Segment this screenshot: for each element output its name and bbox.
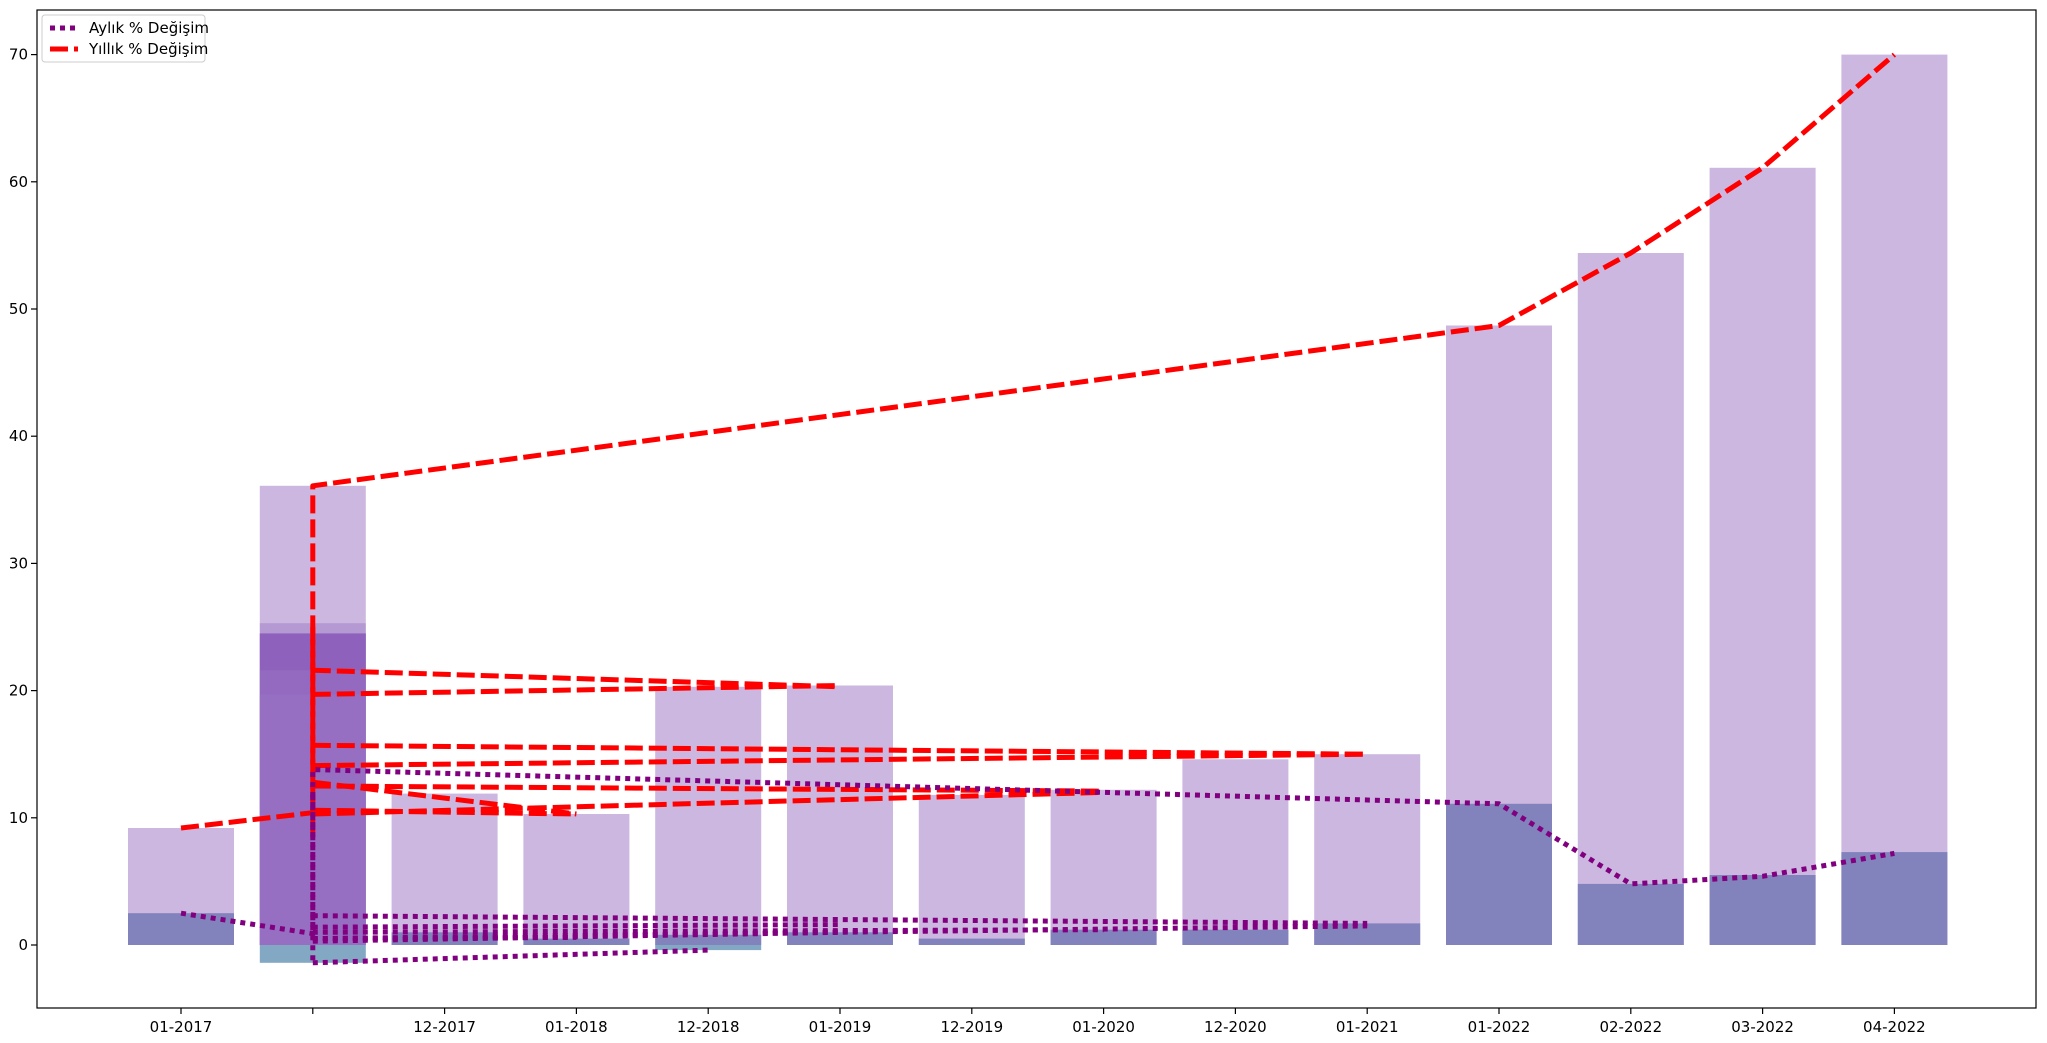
legend-label-monthly: Aylık % Değişim [89, 19, 209, 37]
yearly-line [312, 779, 577, 817]
monthly-bar [1841, 852, 1948, 945]
yearly-bar [1314, 754, 1421, 945]
x-tick-label: 02-2022 [1599, 1018, 1662, 1036]
yearly-bar [391, 793, 498, 945]
monthly-bar [1709, 875, 1816, 945]
overlap-bar [655, 945, 762, 951]
monthly-lines [180, 767, 1895, 966]
yearly-bar [1841, 54, 1948, 946]
monthly-bar [918, 938, 1025, 945]
x-tick-label: 01-2022 [1468, 1018, 1531, 1036]
y-tick-label: 40 [9, 427, 28, 445]
monthly-line [312, 947, 709, 966]
yearly-line [312, 667, 841, 690]
monthly-bar [523, 938, 630, 945]
monthly-line [312, 934, 577, 942]
monthly-bar [1446, 803, 1552, 945]
monthly-bar [1182, 929, 1289, 945]
monthly-line [180, 767, 1895, 937]
y-tick-label: 50 [9, 300, 28, 318]
yearly-line [312, 683, 841, 697]
yearly-bar [1577, 253, 1684, 945]
plot-frame [36, 9, 2037, 1009]
yearly-bar [787, 685, 893, 945]
legend: Aylık % Değişim Yıllık % Değişim [41, 14, 209, 63]
yearly-bar [1709, 167, 1816, 946]
legend-box [41, 14, 206, 63]
monthly-line [312, 927, 1104, 935]
x-tick-label: 01-2021 [1336, 1018, 1399, 1036]
monthly-bar [1050, 929, 1157, 945]
monthly-line [312, 922, 841, 930]
x-tick-label: 01-2020 [1072, 1018, 1135, 1036]
monthly-bar [128, 913, 234, 945]
x-tick-label: 12-2019 [940, 1018, 1003, 1036]
yearly-line [312, 742, 1368, 757]
x-tick-label: 12-2020 [1204, 1018, 1267, 1036]
yearly-line [312, 807, 577, 817]
monthly-bar [1577, 883, 1684, 945]
x-tick-label: 12-2018 [677, 1018, 740, 1036]
x-axis: 01-2017 12-2017 01-2018 12-2018 01-2019 12-20… [150, 1008, 1926, 1036]
x-tick-label: 01-2019 [809, 1018, 872, 1036]
y-axis: 0 10 20 30 40 50 60 70 [9, 46, 37, 954]
monthly-bar [655, 934, 762, 945]
y-tick-label: 0 [18, 936, 28, 954]
monthly-bar [787, 932, 893, 945]
overlap-bar [259, 945, 366, 963]
yearly-bar [523, 814, 630, 945]
yearly-line [312, 751, 1368, 769]
x-tick-label: 04-2022 [1863, 1018, 1926, 1036]
yearly-bar [655, 686, 762, 945]
y-tick-label: 60 [9, 173, 28, 191]
x-tick-label: 03-2022 [1731, 1018, 1794, 1036]
legend-label-yearly: Yıllık % Değişim [88, 40, 208, 58]
monthly-bar [1314, 923, 1421, 945]
yearly-bar [1182, 759, 1289, 945]
y-tick-label: 30 [9, 554, 28, 572]
y-tick-label: 10 [9, 809, 28, 827]
y-tick-label: 20 [9, 682, 28, 700]
x-tick-label: 01-2017 [150, 1018, 213, 1036]
yearly-line [312, 783, 1104, 794]
x-tick-label: 12-2017 [413, 1018, 476, 1036]
y-tick-label: 70 [9, 46, 28, 64]
x-tick-label: 01-2018 [545, 1018, 608, 1036]
